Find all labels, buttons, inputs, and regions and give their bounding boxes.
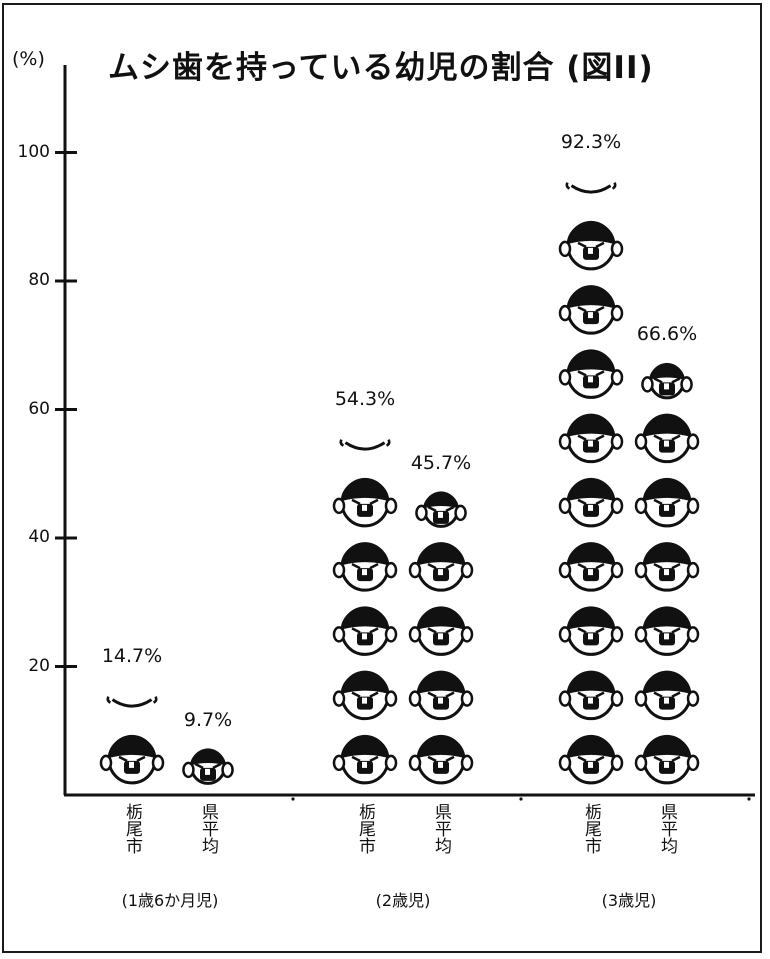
child-face-icon [558, 542, 624, 592]
y-tick-label: 40 [28, 527, 50, 547]
y-axis-unit: (%) [12, 48, 45, 70]
child-face-icon [332, 477, 398, 528]
child-face-icon [558, 606, 624, 656]
child-face-icon [332, 542, 398, 592]
bar-category-label: 県平均 [657, 803, 677, 854]
data-value-label: 14.7% [101, 644, 163, 667]
bar-category-label: 栃尾市 [122, 803, 142, 854]
child-face-icon [332, 670, 398, 721]
child-face-icon [182, 748, 234, 785]
child-face-icon [634, 670, 700, 721]
child-face-icon [558, 220, 624, 271]
child-face-icon [99, 734, 165, 785]
data-value-label: 45.7% [410, 451, 472, 474]
child-face-icon [408, 606, 474, 656]
group-label: (1歳6か月児) [121, 891, 219, 910]
y-tick-label: 100 [17, 141, 50, 162]
child-face-icon [408, 734, 474, 785]
y-tick-label: 80 [28, 270, 50, 290]
group-separator-dot [747, 797, 751, 801]
chart-title: ムシ歯を持っている幼児の割合 (図II) [108, 50, 654, 86]
data-value-label: 54.3% [334, 387, 396, 410]
child-face-icon [634, 606, 700, 656]
y-tick-label: 20 [28, 655, 50, 676]
child-face-icon [558, 670, 624, 721]
group-label: (3歳児) [601, 891, 657, 910]
child-face-icon [634, 413, 700, 464]
group-label: (2歳児) [375, 891, 431, 910]
partial-face-icon [106, 696, 158, 708]
data-value-label: 66.6% [636, 323, 698, 346]
child-face-icon [332, 734, 398, 785]
child-face-icon [558, 413, 624, 464]
y-tick-label: 60 [28, 398, 50, 419]
group-separator-dot [519, 797, 523, 801]
child-face-icon [332, 606, 398, 656]
group-separator-dot [291, 797, 295, 801]
child-face-icon [558, 734, 624, 785]
child-face-icon [558, 477, 624, 528]
child-face-icon [558, 285, 624, 335]
child-face-icon [408, 542, 474, 592]
child-face-icon [408, 670, 474, 721]
data-value-label: 92.3% [560, 130, 622, 153]
child-face-icon [634, 477, 700, 528]
partial-face-icon [565, 182, 617, 194]
child-face-icon [634, 542, 700, 592]
chart-frame [2, 3, 762, 953]
partial-face-icon [339, 439, 391, 451]
child-face-icon [634, 734, 700, 785]
data-value-label: 9.7% [183, 708, 233, 731]
bar-category-label: 栃尾市 [355, 803, 375, 854]
bar-category-label: 県平均 [431, 803, 451, 854]
child-face-icon [641, 362, 693, 400]
child-face-icon [558, 349, 624, 399]
bar-category-label: 県平均 [198, 803, 218, 854]
child-face-icon [415, 491, 467, 528]
bar-category-label: 栃尾市 [581, 803, 601, 854]
